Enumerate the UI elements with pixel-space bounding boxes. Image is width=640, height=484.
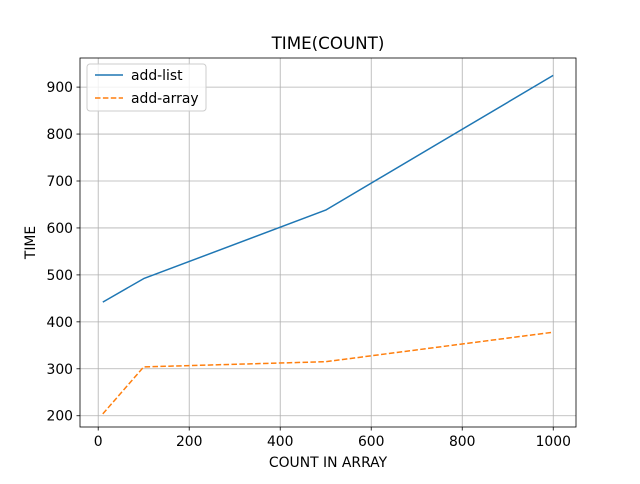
chart-title: TIME(COUNT) [271, 33, 385, 53]
x-tick-label: 800 [449, 434, 476, 450]
y-tick-label: 400 [46, 315, 73, 331]
legend-label-add-array: add-array [131, 91, 199, 107]
legend-label-add-list: add-list [131, 68, 183, 84]
x-tick-label: 600 [358, 434, 385, 450]
x-tick-label: 400 [267, 434, 294, 450]
y-axis-label: TIME [23, 226, 39, 260]
x-axis-label: COUNT IN ARRAY [269, 455, 388, 471]
y-tick-label: 800 [46, 127, 73, 143]
x-tick-label: 1000 [536, 434, 571, 450]
x-tick-label: 200 [176, 434, 203, 450]
x-axis: 0 200 400 600 800 1000 [94, 427, 571, 450]
y-tick-label: 200 [46, 409, 73, 425]
series-line-add-list [102, 74, 554, 303]
series-line-add-array [102, 331, 554, 415]
y-tick-label: 900 [46, 80, 73, 96]
series-layer [102, 74, 554, 415]
y-tick-label: 600 [46, 221, 73, 237]
grid [80, 58, 576, 427]
y-tick-label: 500 [46, 268, 73, 284]
legend: add-list add-array [86, 63, 207, 112]
plot-frame [79, 57, 577, 428]
y-tick-label: 700 [46, 174, 73, 190]
x-tick-label: 0 [94, 434, 103, 450]
y-axis: 200 300 400 500 600 700 800 900 [46, 80, 80, 425]
y-tick-label: 300 [46, 362, 73, 378]
